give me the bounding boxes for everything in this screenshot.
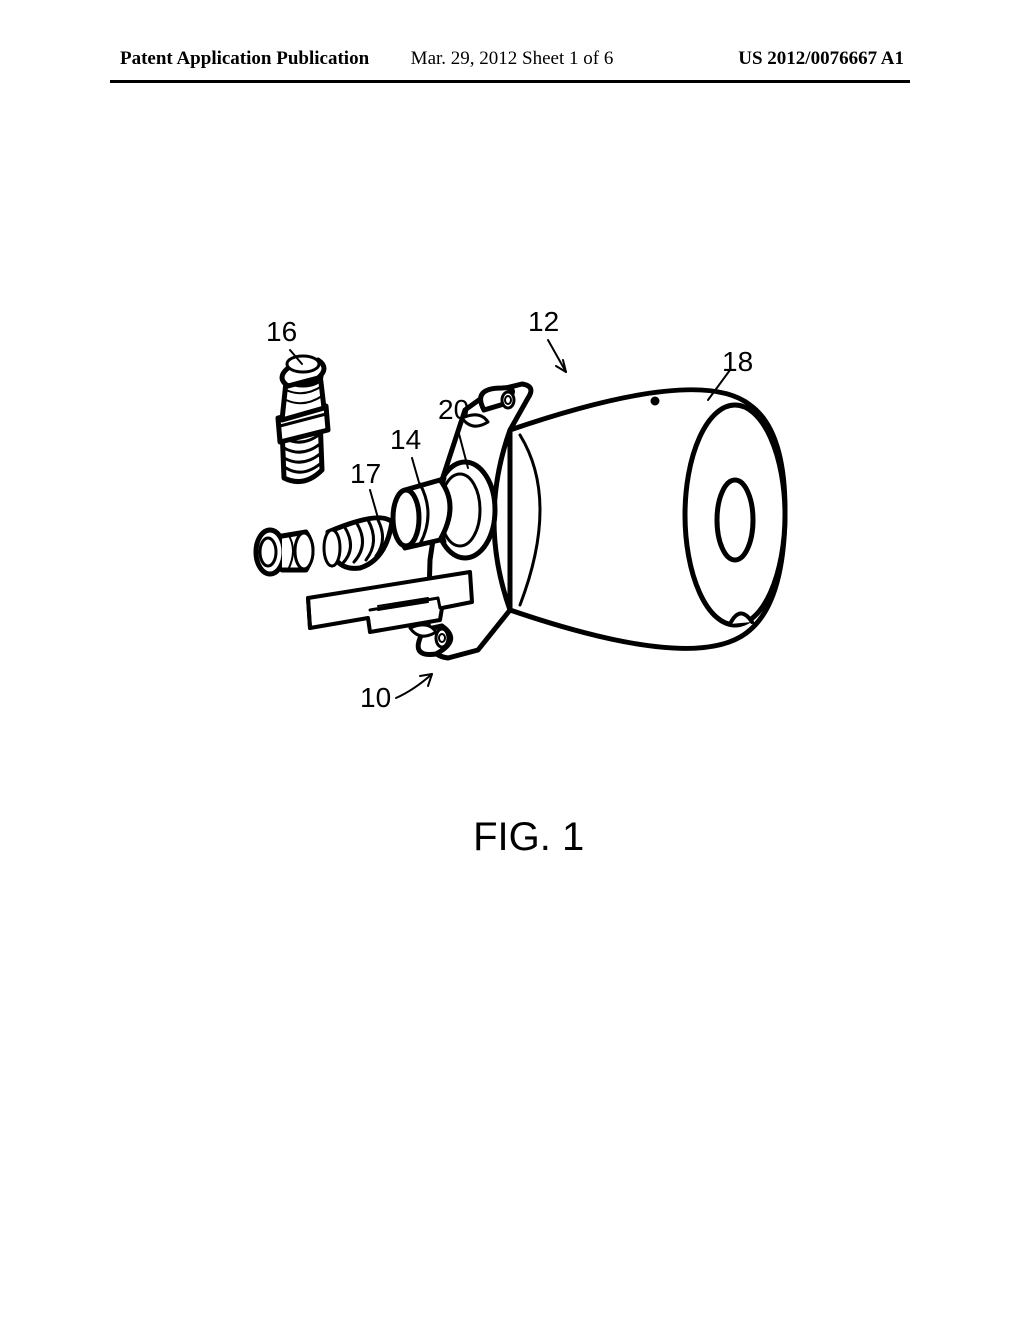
ref-10: 10 (360, 682, 391, 714)
ref-18: 18 (722, 346, 753, 378)
figure-caption: FIG. 1 (473, 815, 584, 860)
header-mid: Mar. 29, 2012 Sheet 1 of 6 (411, 48, 614, 70)
patent-drawing (210, 310, 810, 740)
header-rule (110, 80, 910, 83)
ref-17: 17 (350, 458, 381, 490)
patent-page: Patent Application Publication Mar. 29, … (0, 0, 1024, 1320)
header-right: US 2012/0076667 A1 (738, 48, 904, 70)
ref-14: 14 (390, 424, 421, 456)
page-header: Patent Application Publication Mar. 29, … (0, 48, 1024, 70)
header-left: Patent Application Publication (120, 48, 369, 70)
ref-12: 12 (528, 306, 559, 338)
ref-16: 16 (266, 316, 297, 348)
ref-20: 20 (438, 394, 469, 426)
figure-1: 16 12 20 18 14 17 10 (210, 310, 810, 790)
